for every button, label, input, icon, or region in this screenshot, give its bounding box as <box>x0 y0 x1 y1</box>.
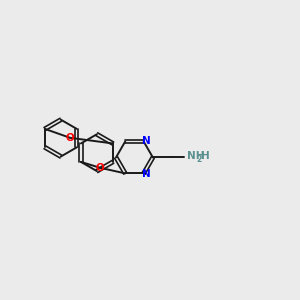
Text: 2: 2 <box>196 155 201 164</box>
Text: N: N <box>142 169 151 179</box>
Text: NH: NH <box>187 151 205 161</box>
Text: O: O <box>66 133 74 143</box>
Text: H: H <box>201 151 210 161</box>
Text: N: N <box>142 136 151 146</box>
Text: O: O <box>96 163 105 173</box>
